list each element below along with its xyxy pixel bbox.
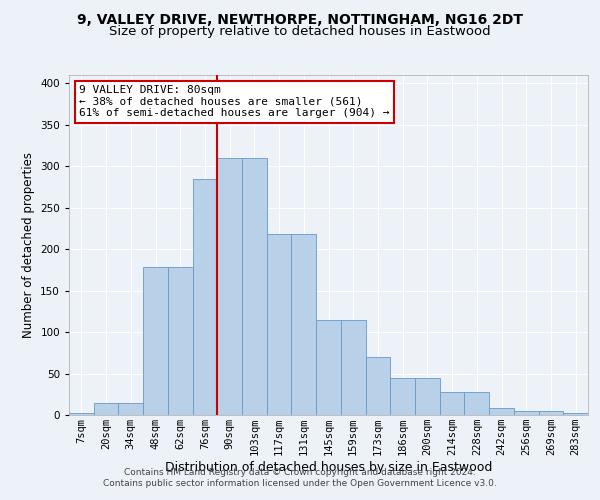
Bar: [390, 378, 415, 415]
Text: 9 VALLEY DRIVE: 80sqm
← 38% of detached houses are smaller (561)
61% of semi-det: 9 VALLEY DRIVE: 80sqm ← 38% of detached …: [79, 85, 390, 118]
Bar: [563, 412, 588, 415]
Bar: [168, 268, 193, 415]
Bar: [415, 378, 440, 415]
Bar: [217, 158, 242, 415]
Bar: [365, 357, 390, 415]
Bar: [143, 268, 168, 415]
Bar: [242, 158, 267, 415]
Bar: [539, 411, 563, 415]
Bar: [464, 392, 489, 415]
Text: Contains HM Land Registry data © Crown copyright and database right 2024.
Contai: Contains HM Land Registry data © Crown c…: [103, 468, 497, 487]
Text: 9, VALLEY DRIVE, NEWTHORPE, NOTTINGHAM, NG16 2DT: 9, VALLEY DRIVE, NEWTHORPE, NOTTINGHAM, …: [77, 12, 523, 26]
Bar: [440, 392, 464, 415]
Bar: [316, 320, 341, 415]
Bar: [267, 234, 292, 415]
Bar: [69, 414, 94, 415]
Bar: [118, 402, 143, 415]
Bar: [341, 320, 365, 415]
Bar: [193, 178, 217, 415]
Bar: [292, 234, 316, 415]
Text: Size of property relative to detached houses in Eastwood: Size of property relative to detached ho…: [109, 25, 491, 38]
Bar: [94, 402, 118, 415]
Bar: [489, 408, 514, 415]
X-axis label: Distribution of detached houses by size in Eastwood: Distribution of detached houses by size …: [165, 461, 492, 474]
Y-axis label: Number of detached properties: Number of detached properties: [22, 152, 35, 338]
Bar: [514, 411, 539, 415]
